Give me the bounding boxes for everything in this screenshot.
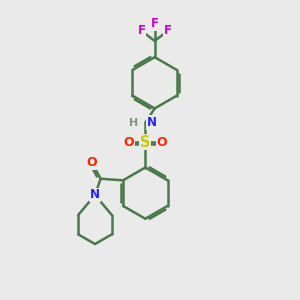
Text: F: F xyxy=(138,24,146,38)
Text: O: O xyxy=(87,156,97,169)
Text: N: N xyxy=(147,116,157,129)
Text: H: H xyxy=(129,118,138,128)
Text: O: O xyxy=(156,136,167,149)
Text: F: F xyxy=(151,17,159,30)
Text: S: S xyxy=(140,135,151,150)
Text: N: N xyxy=(90,188,100,202)
Text: F: F xyxy=(164,24,172,38)
Text: O: O xyxy=(124,136,134,149)
